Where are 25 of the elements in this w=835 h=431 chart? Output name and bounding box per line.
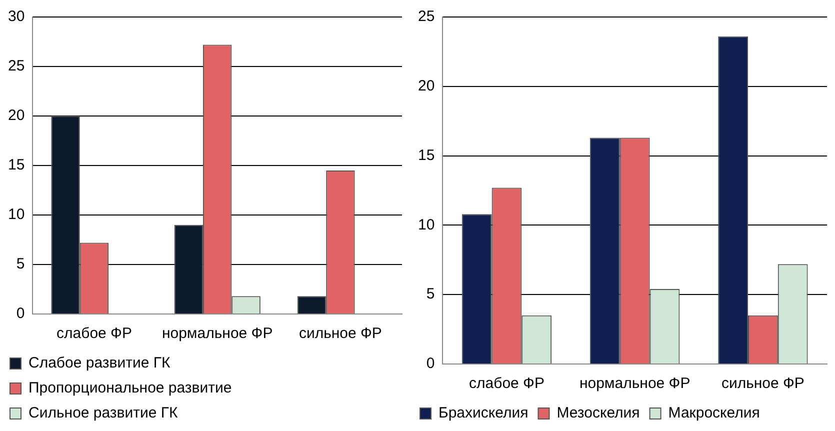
legend-label: Мезоскелия bbox=[556, 404, 640, 422]
y-tick-label: 20 bbox=[8, 107, 25, 124]
legend-label: Сильное развитие ГК bbox=[28, 404, 178, 422]
legend-label: Пропорциональное развитие bbox=[28, 380, 232, 397]
x-tick-label: слабое ФР bbox=[469, 375, 544, 392]
x-tick-label: нормальное ФР bbox=[162, 325, 273, 342]
y-tick-label: 20 bbox=[418, 78, 435, 95]
legend-label: Макроскелия bbox=[668, 404, 760, 422]
legend-label: Брахискелия bbox=[438, 404, 528, 422]
y-tick-label: 0 bbox=[16, 305, 25, 322]
legend-label: Слабое развитие ГК bbox=[28, 354, 170, 372]
y-tick-label: 25 bbox=[418, 8, 435, 26]
x-tick-label: нормальное ФР bbox=[579, 375, 690, 392]
y-tick-label: 15 bbox=[418, 146, 435, 164]
y-tick-label: 5 bbox=[426, 286, 435, 303]
y-tick-label: 5 bbox=[16, 256, 25, 273]
x-tick-label: сильное ФР bbox=[721, 375, 804, 392]
x-tick-label: слабое ФР bbox=[56, 325, 132, 342]
x-tick-label: сильное ФР bbox=[298, 325, 382, 342]
y-tick-label: 10 bbox=[8, 206, 25, 224]
y-tick-label: 15 bbox=[8, 156, 25, 174]
y-tick-label: 30 bbox=[8, 8, 25, 26]
y-tick-label: 0 bbox=[426, 355, 435, 372]
y-tick-label: 10 bbox=[418, 216, 435, 234]
y-tick-label: 25 bbox=[8, 58, 25, 75]
